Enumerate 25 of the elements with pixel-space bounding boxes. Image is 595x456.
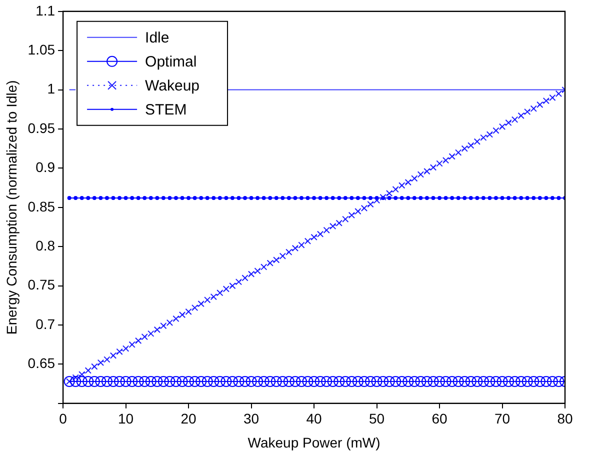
- legend-label: STEM: [145, 102, 187, 119]
- x-tick-label: 70: [494, 410, 510, 427]
- x-tick-label: 20: [180, 410, 197, 427]
- legend-label: Optimal: [145, 54, 197, 71]
- x-tick-label: 80: [557, 410, 573, 427]
- y-tick-label: 0.65: [28, 355, 56, 372]
- y-tick-label: 0.85: [28, 198, 56, 214]
- x-tick-label: 0: [59, 410, 68, 427]
- y-tick-label: 0.7: [36, 316, 56, 332]
- y-tick-label: 0.8: [36, 237, 56, 254]
- x-tick-label: 10: [118, 410, 134, 427]
- y-axis-title: Energy Consumption (normalized to Idle): [3, 80, 20, 335]
- x-axis-title: Wakeup Power (mW): [248, 434, 380, 450]
- x-tick-label: 50: [368, 410, 385, 427]
- y-tick-label: 0.9: [36, 159, 56, 176]
- y-tick-label: 0.75: [28, 276, 56, 293]
- x-tick-label: 40: [306, 410, 322, 427]
- x-tick-label: 60: [432, 410, 448, 427]
- y-tick-label: 1: [47, 80, 56, 97]
- y-tick-label: 1.05: [28, 41, 56, 58]
- y-tick-label: 0.95: [28, 120, 56, 136]
- legend-label: Wakeup: [145, 78, 200, 95]
- legend-label: Idle: [145, 30, 170, 47]
- y-tick-label: 1.1: [36, 2, 56, 18]
- x-tick-label: 30: [243, 410, 260, 427]
